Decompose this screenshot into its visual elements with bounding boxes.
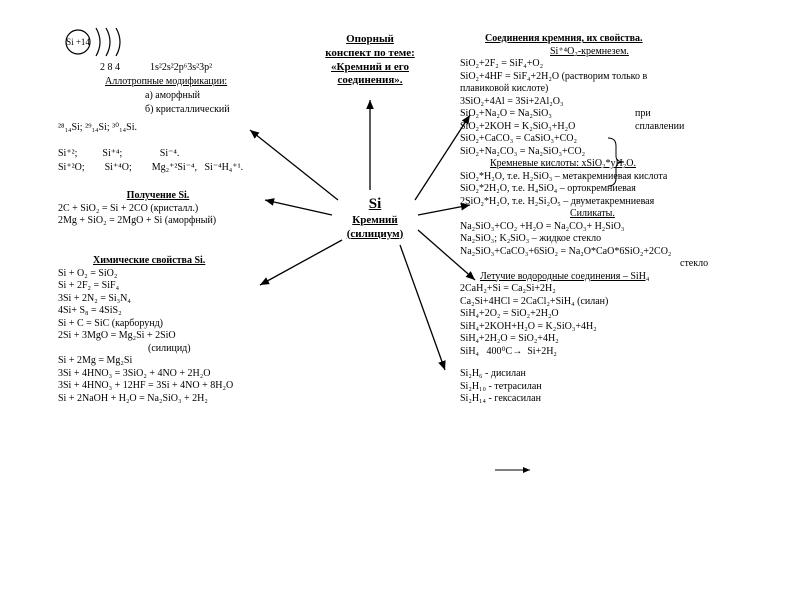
- hub-sub: (силициум): [335, 228, 415, 242]
- chem-r8: 3Si + 4HNO₃ = 3SiO₂ + 4NO + 2H₂O: [58, 368, 233, 381]
- c1: SiO₂+2F₂ = SiF₄+O₂: [460, 58, 780, 71]
- c4side: при: [635, 108, 651, 121]
- a2: SiO₂*2H₂O, т.е. H₄SiO₄ – ортокремниевая: [460, 183, 780, 196]
- chem-r2: Si + 2F₂ = SiF₄: [58, 280, 233, 293]
- h2: Ca₂Si+4HCl = 2CaCl₂+SiH₄ (силан): [460, 296, 780, 309]
- c5: SiO₂+2KOH = K₂SiO₃+H₂O: [460, 121, 575, 132]
- prep-r1: 2C + SiO₂ = Si + 2CO (кристалл.): [58, 203, 258, 216]
- s3note: стекло: [680, 258, 780, 271]
- central-hub: Si Кремний (силициум): [335, 195, 415, 241]
- c4: SiO₂+Na₂O = Na₂SiO₃: [460, 108, 552, 119]
- atom-diagram: Si +14: [60, 25, 150, 64]
- prep-block: Получение Si. 2C + SiO₂ = Si + 2CO (крис…: [58, 190, 258, 228]
- isotopes-line: ²⁸₁₄Si; ²⁹₁₄Si; ³⁰₁₄Si.: [58, 122, 137, 135]
- hub-name: Кремний: [335, 214, 415, 228]
- title-l1: Опорный: [305, 33, 435, 47]
- oxidation-line-1: Si⁺²; Si⁺⁴; Si⁻⁴.: [58, 148, 179, 161]
- chem-block: Химические свойства Si. Si + O₂ = SiO₂ S…: [58, 255, 233, 405]
- h4: SiH₄+2KOH+H₂O = K₂SiO₃+4H₂: [460, 321, 780, 334]
- shell-counts: 2 8 4: [100, 62, 120, 75]
- chem-r6: 2Si + 3MgO = Mg₂Si + 2SiO: [58, 330, 233, 343]
- title-l2: конспект по теме:: [305, 47, 435, 61]
- chem-r5: Si + C = SiC (карборунд): [58, 318, 233, 331]
- h5: SiH₄+2H₂O = SiO₂+4H₂: [460, 333, 780, 346]
- names1: Si₂H₆ - дисилан: [460, 368, 780, 381]
- prep-head: Получение Si.: [58, 190, 258, 203]
- hyd-head: Летучие водородные соединения – SiH₄: [480, 271, 780, 284]
- compounds-head: Соединения кремния, их свойства.: [485, 33, 780, 46]
- doc-title: Опорный конспект по теме: «Кремний и его…: [305, 33, 435, 88]
- compounds-block: Соединения кремния, их свойства. Si⁺⁴O₂-…: [460, 33, 780, 406]
- c5side: сплавлении: [635, 121, 684, 134]
- svg-text:Si +14: Si +14: [66, 37, 90, 47]
- page-root: { "header":{ "atom_label":"Si +14", "she…: [0, 0, 800, 600]
- allotrope-a: а) аморфный: [145, 90, 200, 103]
- chem-r1: Si + O₂ = SiO₂: [58, 268, 233, 281]
- names2: Si₂H₁₀ - тетрасилан: [460, 381, 780, 394]
- c2b: плавиковой кислоте): [460, 83, 780, 96]
- chem-head: Химические свойства Si.: [93, 255, 233, 268]
- names3: Si₂H₁₄ - гексасилан: [460, 393, 780, 406]
- chem-r6note: (силицид): [148, 343, 233, 356]
- acids-head: Кремневые кислоты: xSiO₂*yH₂O.: [490, 158, 780, 171]
- sil-head: Силикаты.: [570, 208, 780, 221]
- chem-r4: 4Si+ S₈ = 4SiS₂: [58, 305, 233, 318]
- allotrope-b: б) кристаллический: [145, 104, 230, 117]
- s3: Na₂SiO₃+CaCO₃+6SiO₂ = Na₂O*CaO*6SiO₂+2CO…: [460, 246, 780, 259]
- hub-si: Si: [335, 195, 415, 214]
- title-l4: соединения».: [305, 74, 435, 88]
- chem-r10: Si + 2NaOH + H₂O = Na₂SiO₃ + 2H₂: [58, 393, 233, 406]
- c6: SiO₂+CaCO₃ = CaSiO₃+CO₂: [460, 133, 780, 146]
- s1: Na₂SiO₃+CO₂ +H₂O = Na₂CO₃+ H₂SiO₃: [460, 221, 780, 234]
- title-l3: «Кремний и его: [305, 61, 435, 75]
- a3: 2SiO₂*H₂O, т.е. H₂Si₂O₅ – двуметакремние…: [460, 196, 780, 209]
- chem-r3: 3Si + 2N₂ = Si₃N₄: [58, 293, 233, 306]
- chem-r7: Si + 2Mg = Mg₂Si: [58, 355, 233, 368]
- c2: SiO₂+4HF = SiF₄+2H₂O (растворим только в: [460, 71, 780, 84]
- s2: Na₂SiO₃; K₂SiO₃ – жидкое стекло: [460, 233, 780, 246]
- sio2-head: Si⁺⁴O₂-кремнезем.: [550, 46, 780, 59]
- atom-shell-svg: Si +14: [60, 25, 150, 59]
- h3: SiH₄+2O₂ = SiO₂+2H₂O: [460, 308, 780, 321]
- chem-r9: 3Si + 4HNO₃ + 12HF = 3Si + 4NO + 8H₂O: [58, 380, 233, 393]
- prep-r2: 2Mg + SiO₂ = 2MgO + Si (аморфный): [58, 215, 258, 228]
- c7: SiO₂+Na₂CO₃ = Na₂SiO₃+CO₂: [460, 146, 780, 159]
- h1: 2CaH₂+Si = Ca₂Si+2H₂: [460, 283, 780, 296]
- c3: 3SiO₂+4Al = 3Si+2Al₂O₃: [460, 96, 780, 109]
- a1: SiO₂*H₂O, т.е. H₂SiO₃ – метакремниевая к…: [460, 171, 780, 184]
- oxidation-line-2: Si⁺²O; Si⁺⁴O; Mg₂⁺²Si⁻⁴, Si⁻⁴H₄⁺¹.: [58, 162, 243, 175]
- electron-config: 1s²2s²2p⁶3s²3p²: [150, 62, 212, 75]
- allotrope-heading: Аллотропные модификации:: [105, 76, 227, 89]
- h6: SiH₄ 400⁰C→ Si+2H₂: [460, 346, 780, 359]
